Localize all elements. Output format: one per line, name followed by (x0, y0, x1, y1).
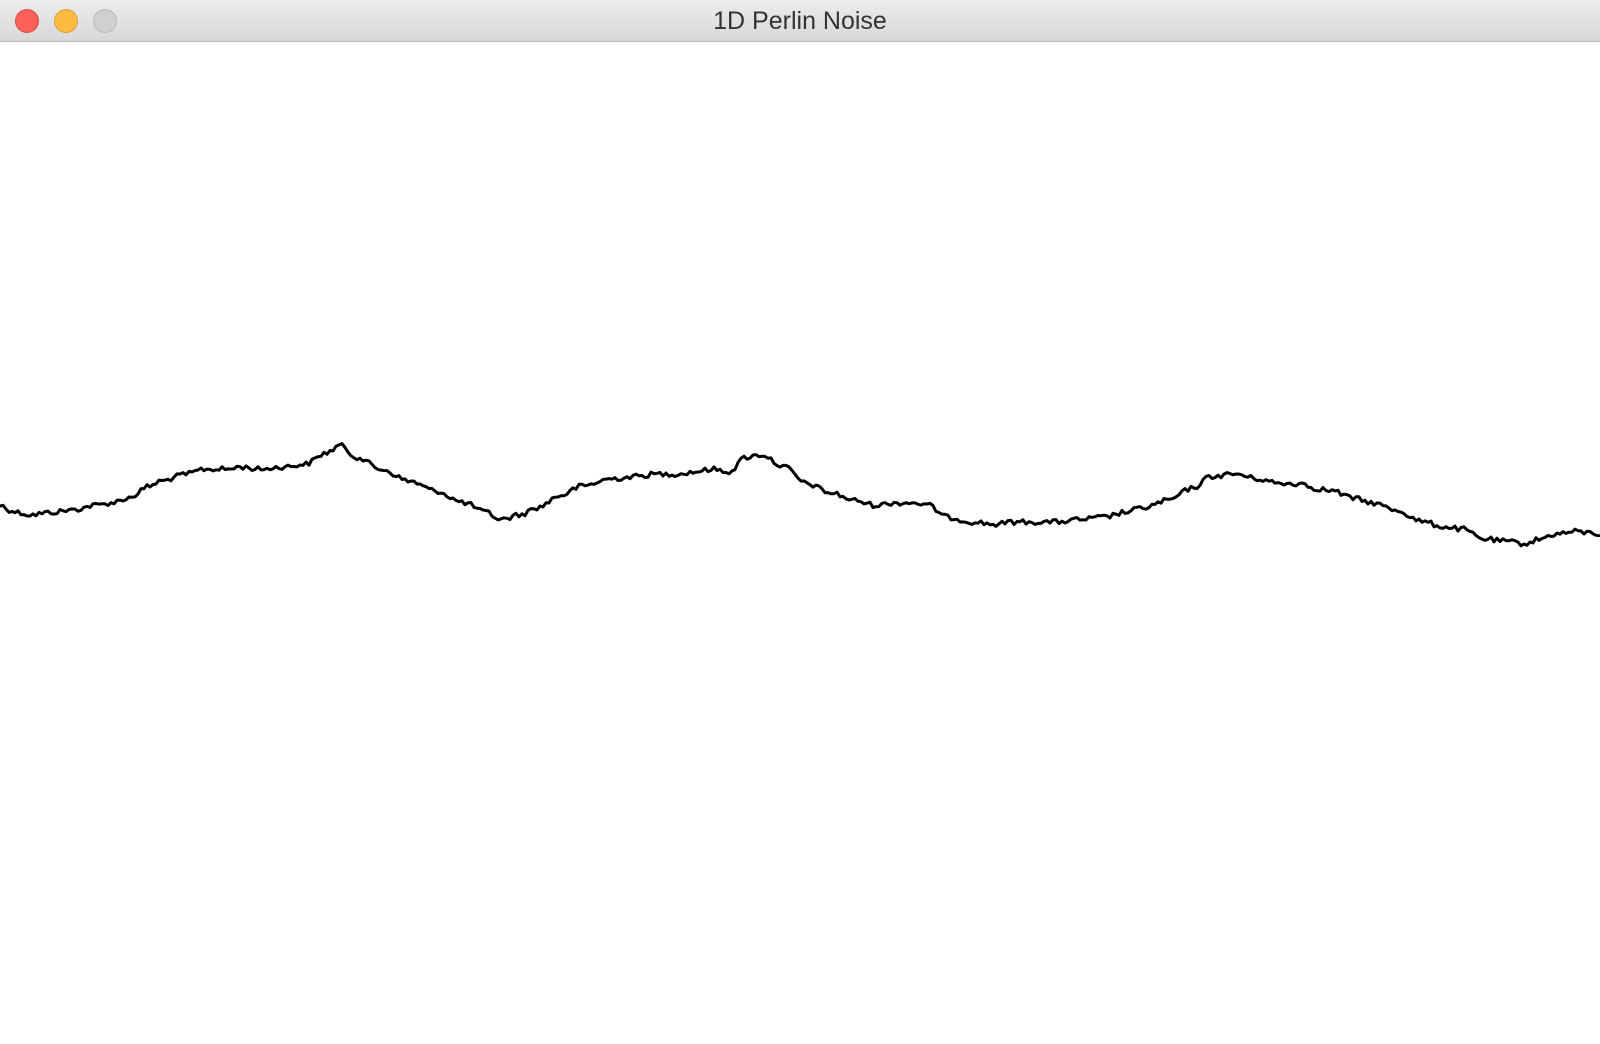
close-button[interactable] (15, 9, 39, 33)
title-bar[interactable]: 1D Perlin Noise (0, 0, 1600, 42)
window-title: 1D Perlin Noise (713, 7, 887, 35)
zoom-button[interactable] (93, 9, 117, 33)
noise-line (0, 442, 1600, 548)
noise-graph (0, 442, 1600, 548)
minimize-button[interactable] (54, 9, 78, 33)
drawing-canvas (0, 42, 1600, 1044)
